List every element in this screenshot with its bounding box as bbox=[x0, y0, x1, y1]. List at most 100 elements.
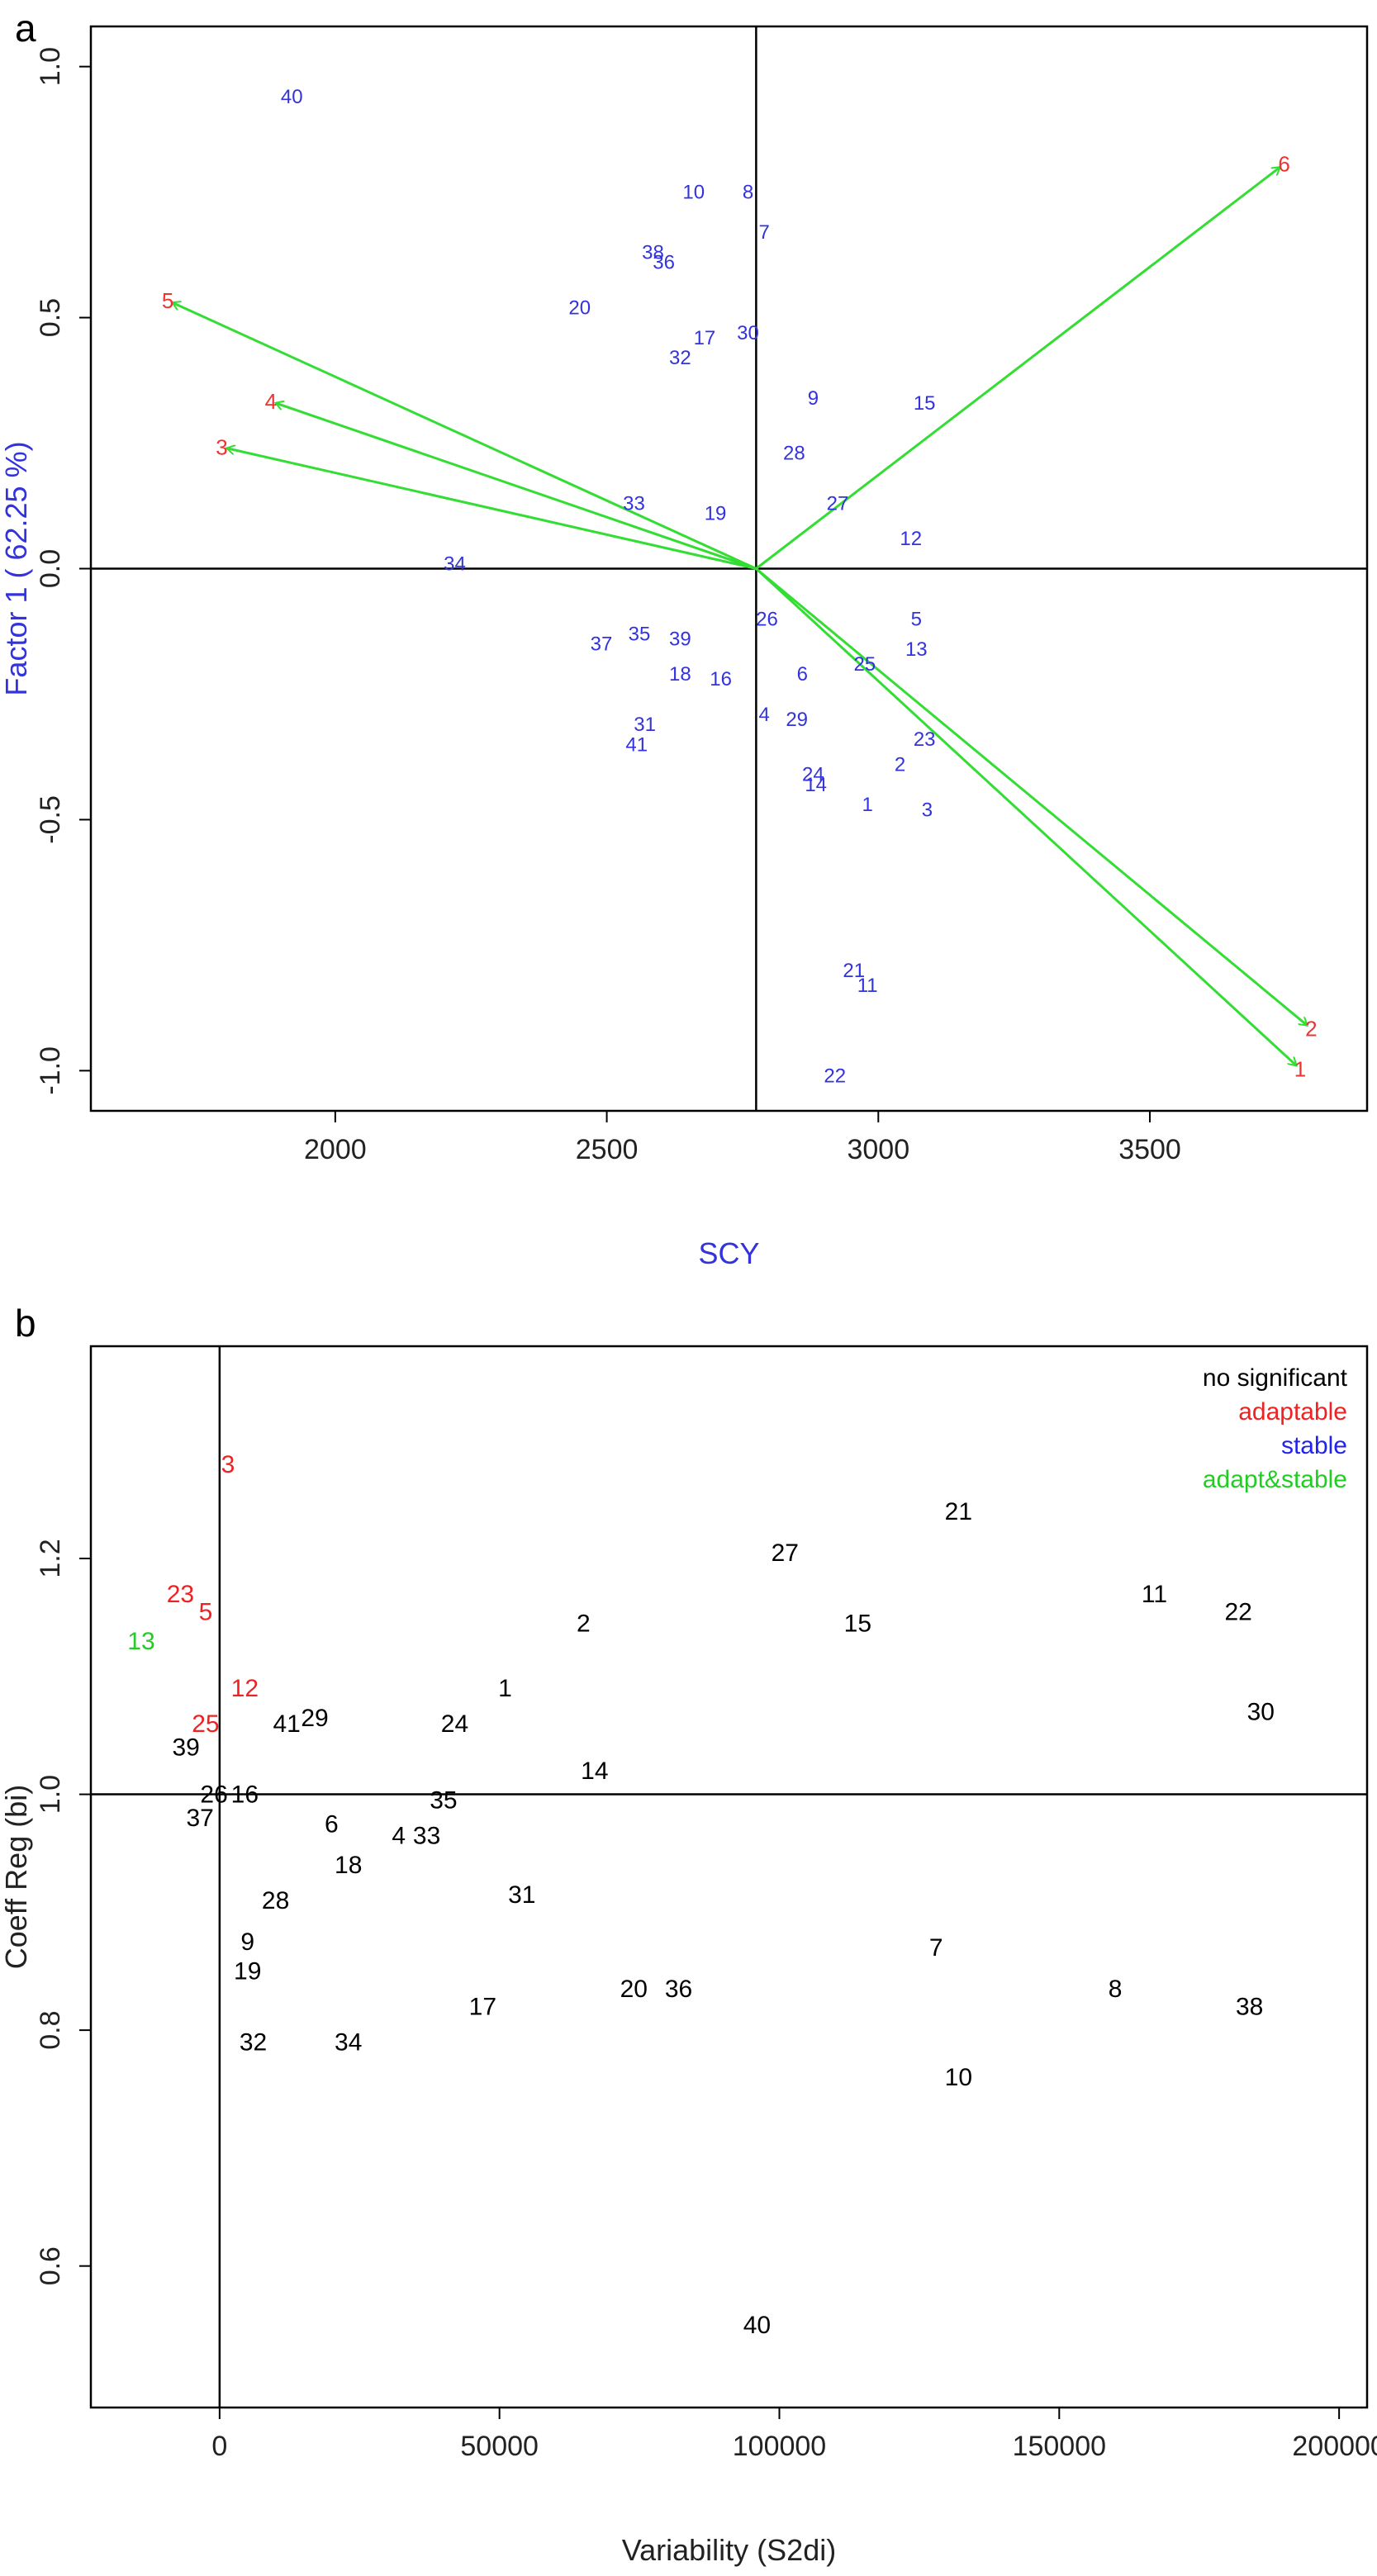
genotype-point-label: 25 bbox=[192, 1710, 219, 1738]
vector-label: 3 bbox=[216, 434, 227, 459]
factor-vector bbox=[755, 567, 1296, 1066]
legend-entry: adapt&stable bbox=[1203, 1466, 1347, 1493]
genotype-point-label: 24 bbox=[441, 1710, 468, 1738]
genotype-point-label: 28 bbox=[262, 1887, 289, 1914]
genotype-point-label: 38 bbox=[1236, 1994, 1263, 2021]
y-tick-label: -0.5 bbox=[35, 795, 66, 844]
genotype-point-label: 27 bbox=[827, 492, 849, 515]
genotype-point-label: 10 bbox=[945, 2064, 972, 2091]
panel-label: b bbox=[15, 1302, 36, 1345]
genotype-point-label: 13 bbox=[127, 1628, 154, 1655]
x-tick-label: 100000 bbox=[733, 2431, 826, 2462]
genotype-point-label: 29 bbox=[786, 709, 808, 731]
y-tick-label: 0.5 bbox=[35, 298, 66, 337]
genotype-point-label: 2 bbox=[577, 1611, 591, 1638]
genotype-point-label: 36 bbox=[665, 1976, 692, 2003]
genotype-point-label: 31 bbox=[508, 1881, 535, 1909]
genotype-point-label: 23 bbox=[914, 728, 936, 751]
genotype-point-label: 17 bbox=[694, 327, 716, 349]
genotype-point-label: 4 bbox=[392, 1823, 406, 1850]
genotype-point-label: 11 bbox=[857, 975, 878, 997]
genotype-point-label: 3 bbox=[221, 1451, 235, 1478]
x-tick-label: 2500 bbox=[576, 1134, 639, 1165]
panel-b-stability-plot: b 0 50000 100000 150000 200000 0.6 0.8 1.0 1.2 Var… bbox=[0, 1302, 1377, 2567]
panel-a-biplot: a 2000 2500 3000 3500 -1.0 -0.5 0.0 0.5 1.0 SCY Fac… bbox=[0, 7, 1369, 1270]
genotype-point-label: 31 bbox=[634, 714, 656, 736]
genotype-point-label: 11 bbox=[1142, 1581, 1167, 1608]
y-axis-label: Factor 1 ( 62.25 %) bbox=[0, 441, 33, 695]
genotype-point-label: 9 bbox=[240, 1928, 254, 1956]
genotype-point-label: 41 bbox=[273, 1710, 300, 1738]
genotype-point-label: 16 bbox=[231, 1781, 259, 1809]
legend-entry: stable bbox=[1281, 1432, 1347, 1459]
genotype-point-label: 32 bbox=[669, 347, 691, 369]
genotype-point-label: 16 bbox=[710, 668, 732, 690]
genotype-point-label: 4 bbox=[759, 704, 770, 726]
panel-label: a bbox=[15, 7, 36, 50]
genotype-point-label: 35 bbox=[430, 1787, 457, 1815]
x-tick-label: 2000 bbox=[304, 1134, 367, 1165]
factor-vector bbox=[276, 403, 757, 570]
y-tick-label: 1.0 bbox=[35, 47, 66, 86]
y-tick-label: 0.8 bbox=[35, 2010, 66, 2049]
genotype-point-label: 20 bbox=[568, 297, 591, 319]
x-axis-label: Variability (S2di) bbox=[622, 2533, 836, 2567]
y-axis-label: Coeff Reg (bi) bbox=[0, 1785, 33, 1969]
genotype-point-label: 3 bbox=[922, 799, 933, 821]
genotype-point-label: 6 bbox=[325, 1810, 339, 1838]
genotype-point-label: 15 bbox=[914, 392, 936, 415]
y-tick-label: 0.0 bbox=[35, 549, 66, 588]
y-tick-label: 0.6 bbox=[35, 2246, 66, 2285]
y-tick-label: 1.0 bbox=[35, 1775, 66, 1814]
genotype-point-label: 8 bbox=[743, 182, 753, 204]
x-tick-label: 150000 bbox=[1013, 2431, 1106, 2462]
x-tick-label: 3500 bbox=[1118, 1134, 1181, 1165]
genotype-point-label: 17 bbox=[469, 1994, 496, 2021]
genotype-point-label: 18 bbox=[335, 1852, 362, 1879]
factor-vector bbox=[755, 166, 1280, 570]
genotype-point-label: 36 bbox=[653, 252, 675, 274]
genotype-point-label: 33 bbox=[623, 492, 645, 515]
genotype-point-label: 7 bbox=[929, 1934, 943, 1962]
genotype-point-label: 7 bbox=[759, 221, 770, 244]
genotype-point-label: 30 bbox=[737, 322, 759, 344]
genotype-point-label: 15 bbox=[844, 1611, 871, 1638]
genotype-point-label: 34 bbox=[444, 553, 466, 575]
legend-entry: no significant bbox=[1203, 1364, 1348, 1392]
genotype-point-label: 19 bbox=[705, 503, 727, 525]
genotype-point-label: 1 bbox=[498, 1675, 512, 1702]
vector-label: 2 bbox=[1305, 1016, 1317, 1041]
genotype-point-label: 10 bbox=[682, 182, 705, 204]
vector-label: 6 bbox=[1278, 152, 1289, 177]
factor-vector bbox=[226, 448, 757, 570]
genotype-point-label: 22 bbox=[824, 1065, 846, 1087]
genotype-point-label: 14 bbox=[581, 1758, 608, 1785]
genotype-point-label: 33 bbox=[413, 1823, 440, 1850]
genotype-point-label: 18 bbox=[669, 663, 691, 686]
genotype-point-label: 5 bbox=[199, 1598, 213, 1625]
genotype-point-label: 19 bbox=[234, 1958, 261, 1985]
genotype-point-label: 13 bbox=[905, 638, 928, 661]
plot-frame bbox=[89, 1345, 1369, 2409]
vector-label: 4 bbox=[265, 389, 277, 414]
legend-entry: adaptable bbox=[1238, 1398, 1347, 1426]
genotype-point-label: 38 bbox=[642, 242, 664, 264]
genotype-point-label: 14 bbox=[805, 774, 827, 796]
genotype-point-label: 39 bbox=[173, 1734, 200, 1761]
genotype-point-label: 26 bbox=[200, 1781, 227, 1809]
vector-label: 1 bbox=[1294, 1056, 1306, 1081]
genotype-point-label: 9 bbox=[808, 387, 819, 410]
genotype-point-label: 37 bbox=[186, 1805, 213, 1832]
factor-vector bbox=[755, 567, 1307, 1026]
genotype-point-label: 30 bbox=[1247, 1699, 1275, 1726]
genotype-point-label: 21 bbox=[843, 960, 865, 982]
x-axis-label: SCY bbox=[698, 1236, 759, 1270]
y-tick-label: 1.2 bbox=[35, 1539, 66, 1577]
genotype-point-label: 28 bbox=[783, 443, 805, 465]
genotype-point-label: 1 bbox=[862, 794, 872, 816]
x-tick-label: 50000 bbox=[460, 2431, 539, 2462]
genotype-point-label: 24 bbox=[802, 764, 824, 786]
x-tick-label: 200000 bbox=[1292, 2431, 1377, 2462]
genotype-point-label: 40 bbox=[743, 2312, 771, 2339]
